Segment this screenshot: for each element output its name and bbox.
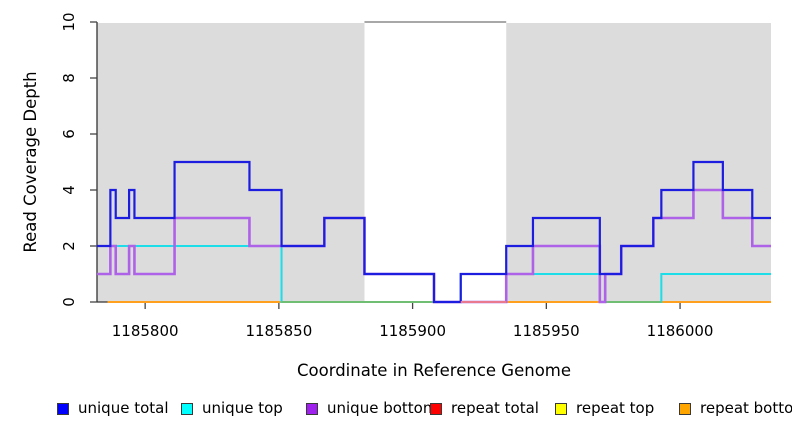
y-tick-label: 10 — [60, 12, 78, 31]
x-tick-label: 1185900 — [379, 322, 446, 340]
x-tick-label: 1185850 — [245, 322, 312, 340]
x-axis-title: Coordinate in Reference Genome — [297, 361, 571, 380]
series-unique-total — [97, 160, 771, 304]
y-tick-label: 2 — [60, 241, 78, 251]
series-lines — [97, 160, 771, 304]
y-tick-label: 6 — [60, 129, 78, 139]
y-tick-label: 0 — [60, 297, 78, 307]
y-axis-title: Read Coverage Depth — [21, 71, 40, 252]
shaded-regions — [97, 21, 771, 302]
shaded-region-2 — [506, 23, 771, 302]
x-tick-label: 1186000 — [647, 322, 714, 340]
y-tick-label: 4 — [60, 185, 78, 195]
y-tick-label: 8 — [60, 73, 78, 83]
x-tick-label: 1185950 — [513, 322, 580, 340]
axes: 1185800 1185850 1185900 1185950 1186000 0 2 4 6 8… — [60, 12, 771, 340]
x-tick-label: 1185800 — [112, 322, 179, 340]
